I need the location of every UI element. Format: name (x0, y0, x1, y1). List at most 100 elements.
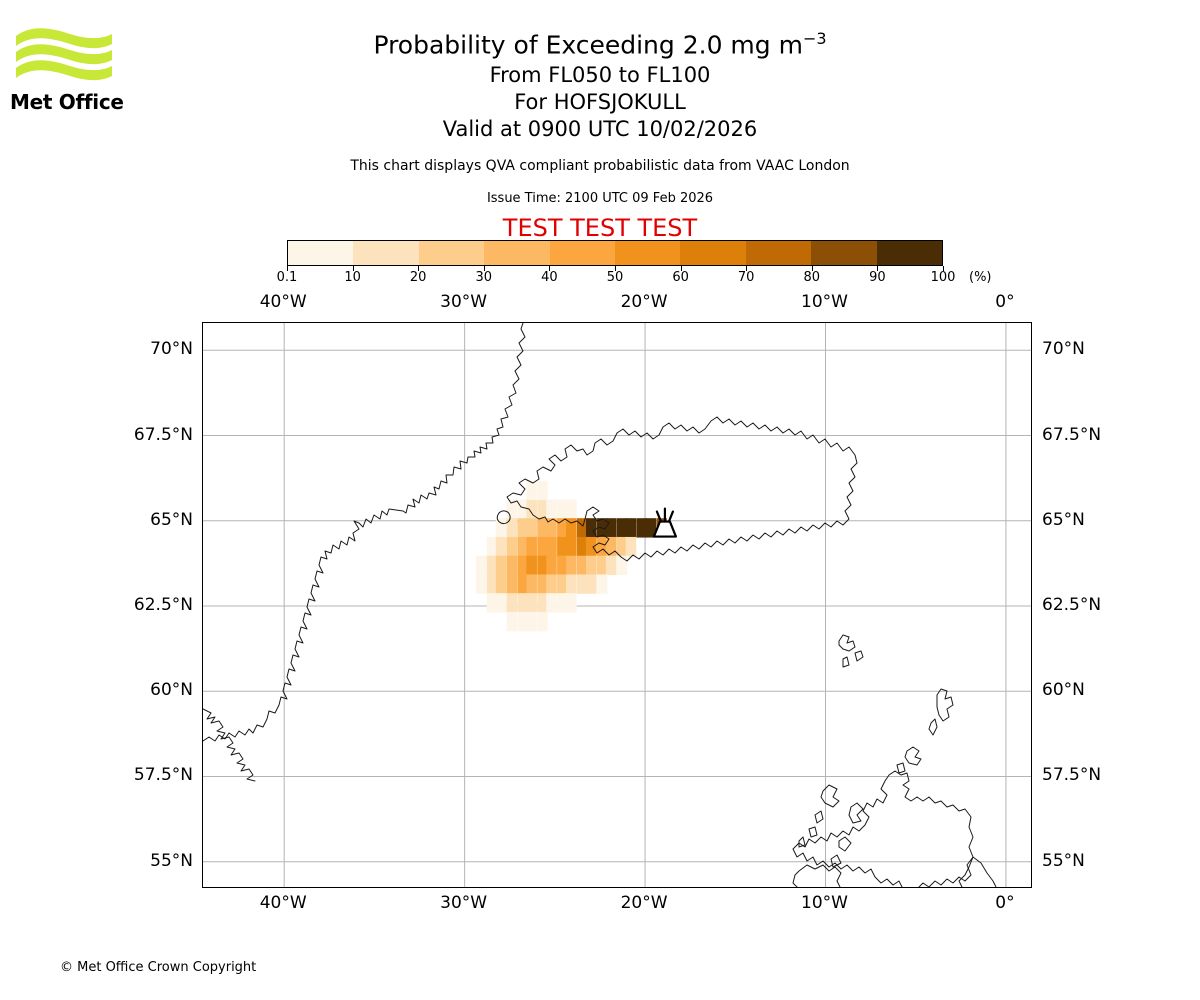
probability-cell (506, 499, 518, 519)
probability-cell (546, 555, 557, 576)
outer-hebrides (798, 784, 840, 848)
colorbar-band-8 (811, 241, 877, 265)
colorbar-band-9 (876, 241, 943, 265)
chart-title: Probability of Exceeding 2.0 mg m−3 (0, 24, 1200, 60)
probability-cell (596, 536, 608, 557)
probability-cell (486, 536, 498, 557)
lat-label-right: 62.5°N (1042, 595, 1102, 615)
probability-cell (537, 611, 548, 632)
colorbar-tick-20 (418, 266, 420, 271)
probability-cell (537, 536, 548, 557)
colorbar-band-2 (418, 241, 485, 265)
probability-cell (566, 555, 577, 576)
lat-label-right: 55°N (1042, 850, 1085, 871)
probability-cell (585, 518, 597, 538)
greenland-south-coastline (203, 708, 256, 782)
probability-cell (546, 499, 557, 519)
colorbar-tick-label-90: 90 (869, 270, 886, 285)
probability-cell (566, 499, 577, 519)
probability-cell (605, 518, 617, 538)
probability-cell (636, 518, 648, 538)
probability-cell (566, 593, 577, 613)
lat-label-left: 67.5°N (133, 424, 193, 445)
probability-cell (475, 555, 487, 576)
map-canvas (203, 323, 1031, 887)
probability-cell (616, 536, 628, 557)
colorbar-tick-80 (811, 266, 813, 271)
probability-cell (645, 518, 657, 538)
orkney-islands (896, 746, 922, 774)
probability-cell (616, 518, 628, 538)
probability-cell (495, 593, 507, 613)
map-plot-area (202, 322, 1032, 888)
probability-cell (495, 536, 507, 557)
ash-probability-layer (475, 480, 667, 632)
lat-label-right: 60°N (1042, 680, 1085, 701)
lat-label-left: 60°N (150, 680, 193, 701)
lat-label-right: 57.5°N (1042, 765, 1102, 786)
lon-label-bottom: 0° (995, 893, 1015, 913)
test-banner: TEST TEST TEST (502, 214, 698, 242)
probability-cell (517, 593, 528, 613)
probability-cell (557, 499, 568, 519)
lat-label-left: 55°N (150, 850, 193, 871)
probability-cell (486, 574, 498, 594)
probability-cell (486, 593, 498, 613)
probability-cell (625, 518, 637, 538)
issue-time: Issue Time: 2100 UTC 09 Feb 2026 (486, 191, 714, 206)
colorbar-tick-40 (549, 266, 551, 271)
probability-cell (576, 555, 588, 576)
probability-cell (526, 518, 537, 538)
chart-subtitle-volcano: For HOFSJOKULL (514, 90, 686, 114)
probability-cell (526, 536, 537, 557)
colorbar-tick-100 (943, 266, 944, 271)
colorbar-band-5 (615, 241, 681, 265)
probability-cell (526, 480, 537, 501)
scotland-coastline (792, 770, 974, 887)
probability-cell (537, 499, 548, 519)
probability-cell (495, 574, 507, 594)
colorbar-band-1 (353, 241, 419, 265)
map-gridlines (203, 323, 1031, 887)
qva-note: This chart displays QVA compliant probab… (350, 158, 850, 174)
colorbar-tick-label-80: 80 (803, 270, 821, 285)
probability-cell (526, 499, 537, 519)
lat-label-left: 70°N (150, 339, 193, 360)
probability-cell (557, 536, 568, 557)
probability-cell (475, 574, 487, 594)
probability-cell (557, 555, 568, 576)
lat-label-right: 70°N (1042, 339, 1085, 360)
volcano-eruption-line (667, 510, 675, 523)
probability-cell (605, 555, 617, 576)
lon-label-top: 30°W (440, 292, 488, 312)
probability-cell (546, 574, 557, 594)
probability-cell (546, 518, 557, 538)
colorbar-gradient (287, 240, 943, 266)
chart-subtitle-valid-time: Valid at 0900 UTC 10/02/2026 (442, 117, 758, 141)
probability-cell (486, 555, 498, 576)
probability-cell (537, 574, 548, 594)
copyright-footer: © Met Office Crown Copyright (60, 960, 257, 975)
probability-cell (546, 593, 557, 613)
probability-cell (526, 593, 537, 613)
lon-label-bottom: 30°W (440, 893, 488, 913)
colorbar (287, 240, 943, 266)
probability-cell (546, 536, 557, 557)
probability-cell (506, 611, 518, 632)
colorbar-tick-30 (483, 266, 485, 271)
probability-cell (566, 574, 577, 594)
colorbar-tick-label-0.1: 0.1 (276, 270, 298, 285)
probability-cell (616, 555, 628, 576)
probability-cell (517, 555, 528, 576)
colorbar-tick-0.1 (287, 266, 288, 271)
lon-label-top: 40°W (259, 292, 307, 312)
probability-cell (526, 555, 537, 576)
probability-cell (517, 536, 528, 557)
colorbar-tick-50 (615, 266, 616, 271)
colorbar-band-4 (549, 241, 616, 265)
chart-subtitle-flight-levels: From FL050 to FL100 (489, 63, 711, 87)
probability-cell (596, 555, 608, 576)
coastlines (203, 323, 997, 887)
colorbar-tick-60 (680, 266, 682, 271)
colorbar-tick-10 (352, 266, 354, 271)
